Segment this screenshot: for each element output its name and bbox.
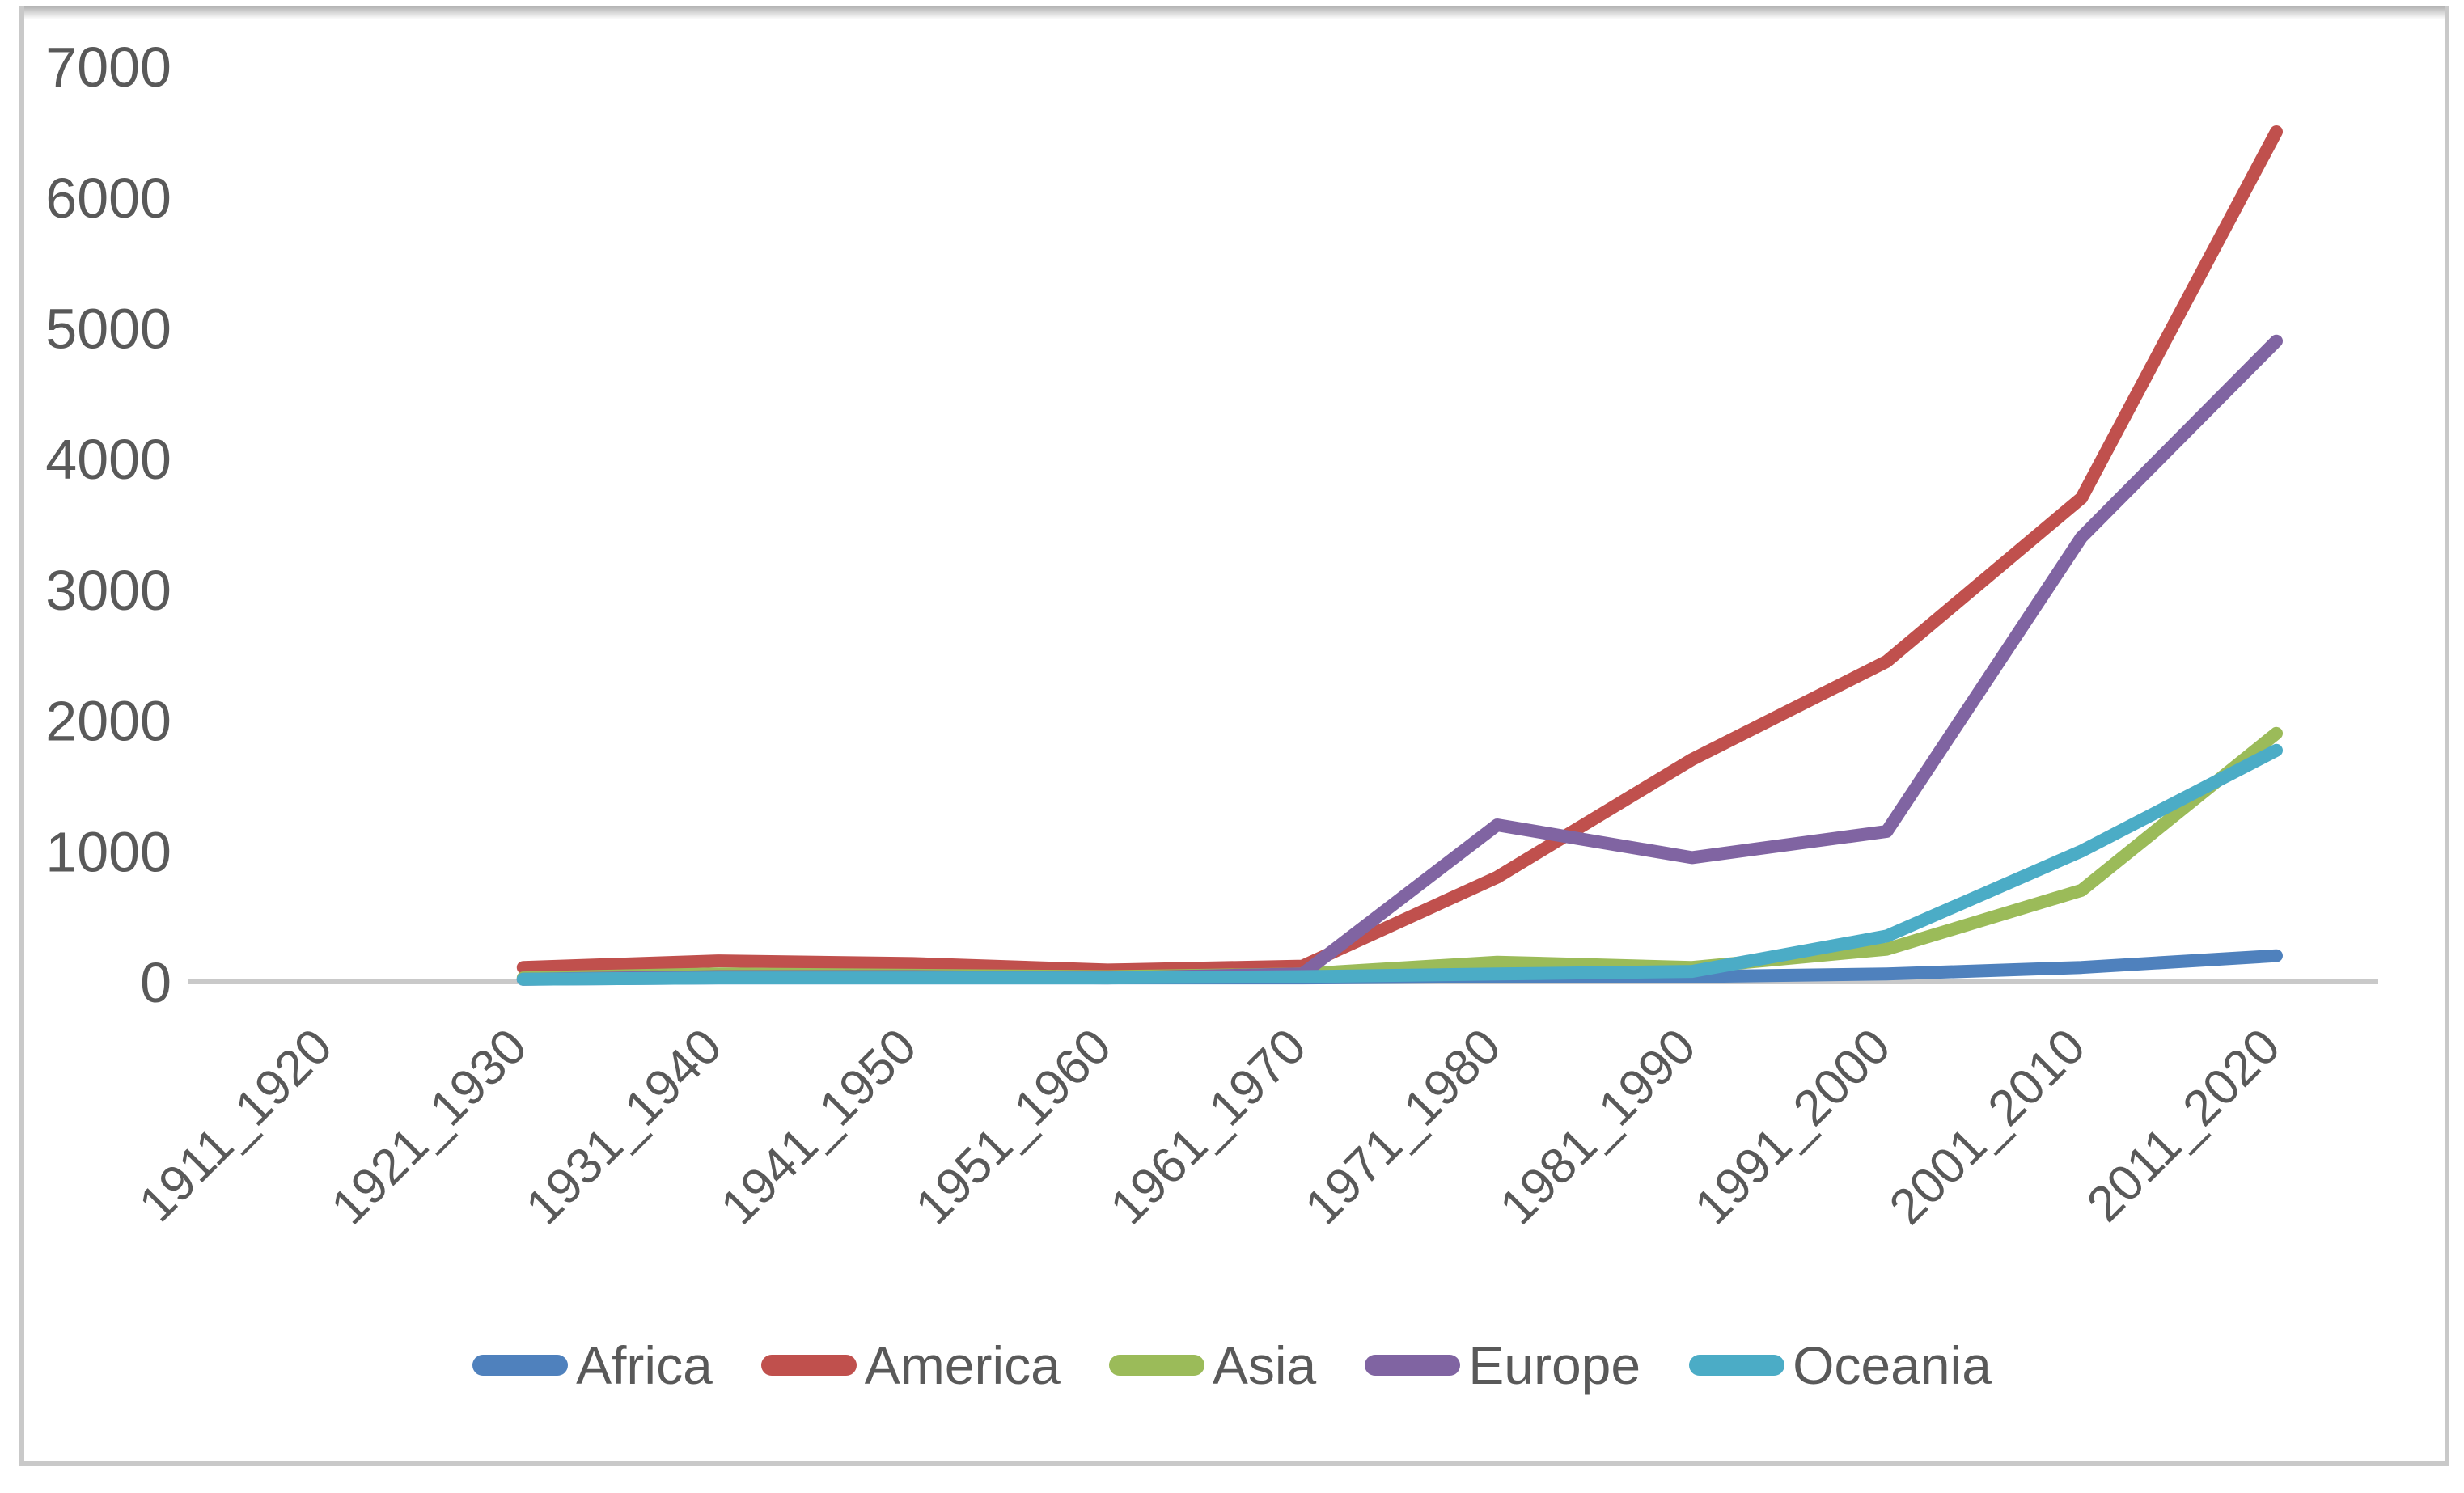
x-axis-tick-label: 1931_1940 xyxy=(515,1018,732,1235)
x-axis-tick-label: 1951_1960 xyxy=(905,1018,1122,1235)
y-axis-tick-label: 0 xyxy=(140,951,171,1014)
series-lines xyxy=(516,125,2283,986)
y-axis: 0 1000 2000 3000 4000 5000 6000 7000 xyxy=(45,36,171,1014)
series-line-oceania xyxy=(516,743,2283,986)
legend-label: Europe xyxy=(1468,1335,1641,1395)
legend-swatch-europe xyxy=(1365,1355,1461,1376)
y-axis-tick-label: 7000 xyxy=(45,36,171,99)
y-axis-tick-label: 3000 xyxy=(45,559,171,622)
legend-item-europe: Europe xyxy=(1365,1339,1641,1392)
series-line-america xyxy=(516,125,2283,977)
series-line-asia xyxy=(516,726,2283,985)
legend-label: America xyxy=(864,1335,1061,1395)
legend-item-oceania: Oceania xyxy=(1689,1339,1992,1392)
x-axis-tick-label: 2001_2010 xyxy=(1879,1018,2096,1235)
legend-swatch-oceania xyxy=(1689,1355,1785,1376)
y-axis-tick-label: 4000 xyxy=(45,428,171,491)
legend-item-africa: Africa xyxy=(472,1339,713,1392)
y-axis-tick-label: 5000 xyxy=(45,298,171,361)
frame-border xyxy=(19,6,2449,1466)
y-axis-tick-label: 1000 xyxy=(45,820,171,883)
x-axis-tick-label: 1981_1990 xyxy=(1489,1018,1706,1235)
x-axis-tick-label: 1961_1970 xyxy=(1100,1018,1317,1235)
x-axis: 1911_19201921_19301931_19401941_19501951… xyxy=(129,1018,2291,1235)
y-axis-tick-label: 2000 xyxy=(45,690,171,753)
legend-swatch-africa xyxy=(472,1355,569,1376)
y-axis-tick-label: 6000 xyxy=(45,167,171,230)
legend: Africa America Asia Europe Oceania xyxy=(0,1317,2464,1414)
legend-item-asia: Asia xyxy=(1108,1335,1317,1395)
frame-top-edge xyxy=(19,6,2449,19)
x-axis-tick-label: 1941_1950 xyxy=(710,1018,927,1235)
legend-swatch-america xyxy=(760,1355,857,1376)
x-axis-tick-label: 1921_1930 xyxy=(320,1018,537,1235)
x-axis-tick-label: 1911_1920 xyxy=(129,1018,343,1233)
legend-label: Africa xyxy=(576,1335,713,1395)
x-axis-tick-label: 1971_1980 xyxy=(1294,1018,1511,1235)
legend-swatch-asia xyxy=(1108,1355,1204,1376)
legend-label: Oceania xyxy=(1793,1335,1992,1395)
x-axis-tick-label: 1991_2000 xyxy=(1684,1018,1901,1235)
x-axis-tick-label: 2011_2020 xyxy=(2077,1018,2291,1233)
legend-label: Asia xyxy=(1212,1335,1317,1395)
legend-item-america: America xyxy=(760,1335,1061,1395)
